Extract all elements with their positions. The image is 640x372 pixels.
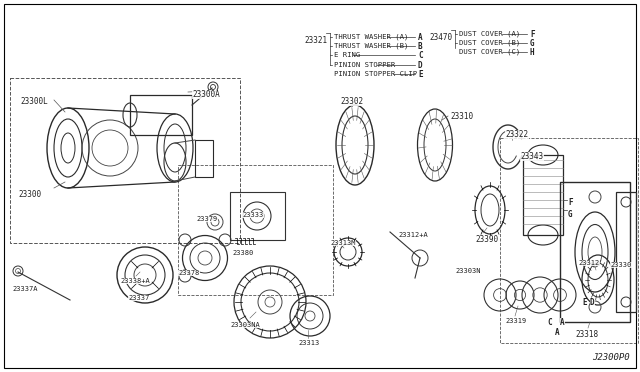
Text: 23380: 23380 <box>232 250 253 256</box>
Text: 23319: 23319 <box>505 318 526 324</box>
Bar <box>560 182 630 322</box>
Text: 23303N: 23303N <box>455 268 481 274</box>
Text: 23300A: 23300A <box>192 90 220 99</box>
Text: 23343: 23343 <box>520 152 543 161</box>
Text: 23322: 23322 <box>505 130 528 139</box>
Text: 23300: 23300 <box>18 190 41 199</box>
Bar <box>230 192 285 240</box>
Text: 23310: 23310 <box>450 112 473 121</box>
Text: PINION STOPPER: PINION STOPPER <box>334 62 396 68</box>
Text: 23302: 23302 <box>340 97 363 106</box>
Text: G: G <box>530 38 534 48</box>
Text: 23337A: 23337A <box>12 286 38 292</box>
Text: A: A <box>418 32 422 42</box>
Text: 23313M: 23313M <box>330 240 355 246</box>
Text: D: D <box>418 61 422 70</box>
Text: A: A <box>555 328 559 337</box>
Text: D: D <box>590 298 595 307</box>
Text: DUST COVER (A): DUST COVER (A) <box>459 31 520 37</box>
Bar <box>130 95 192 135</box>
Text: 23303NA: 23303NA <box>230 322 260 328</box>
Text: C: C <box>418 51 422 60</box>
Text: A: A <box>560 318 564 327</box>
Bar <box>178 165 333 295</box>
Text: E: E <box>582 298 587 307</box>
Text: F: F <box>530 29 534 38</box>
Text: 23312+A: 23312+A <box>398 232 428 238</box>
Bar <box>616 192 636 312</box>
Text: G: G <box>568 210 573 219</box>
Text: 23321: 23321 <box>304 36 327 45</box>
Text: E: E <box>418 70 422 78</box>
Text: B: B <box>418 42 422 51</box>
Text: 23333: 23333 <box>242 212 263 218</box>
Text: 23318: 23318 <box>575 330 598 339</box>
Text: H: H <box>530 48 534 57</box>
Bar <box>500 138 638 343</box>
Text: 23330: 23330 <box>610 262 631 268</box>
Text: C: C <box>547 318 552 327</box>
Text: PINION STOPPER CLIP: PINION STOPPER CLIP <box>334 71 417 77</box>
Text: E RING: E RING <box>334 52 360 58</box>
Text: 23313: 23313 <box>298 340 319 346</box>
Text: 23470: 23470 <box>429 33 452 42</box>
Text: J2300P0: J2300P0 <box>593 353 630 362</box>
Text: DUST COVER (B): DUST COVER (B) <box>459 40 520 46</box>
Text: 23312: 23312 <box>578 260 599 266</box>
Text: 23337: 23337 <box>128 295 149 301</box>
Text: 23390: 23390 <box>475 235 498 244</box>
Text: THRUST WASHER (A): THRUST WASHER (A) <box>334 34 408 40</box>
Text: 23300L: 23300L <box>20 97 48 106</box>
Text: 23378: 23378 <box>178 270 199 276</box>
Text: DUST COVER (C): DUST COVER (C) <box>459 49 520 55</box>
Bar <box>195 140 213 177</box>
Text: 23338+A: 23338+A <box>120 278 150 284</box>
Bar <box>523 155 563 235</box>
Bar <box>10 78 240 243</box>
Text: THRUST WASHER (B): THRUST WASHER (B) <box>334 43 408 49</box>
Text: 23379: 23379 <box>196 216 217 222</box>
Text: F: F <box>568 198 573 207</box>
